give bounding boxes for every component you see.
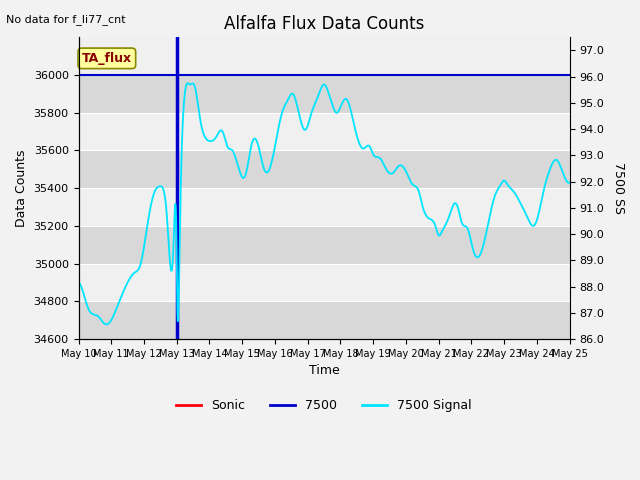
Text: TA_flux: TA_flux bbox=[82, 52, 132, 65]
Text: No data for f_li77_cnt: No data for f_li77_cnt bbox=[6, 14, 126, 25]
Y-axis label: Data Counts: Data Counts bbox=[15, 149, 28, 227]
Bar bbox=[79, 301, 570, 339]
Bar bbox=[79, 150, 570, 188]
X-axis label: Time: Time bbox=[308, 364, 339, 377]
Title: Alfalfa Flux Data Counts: Alfalfa Flux Data Counts bbox=[224, 15, 424, 33]
Bar bbox=[79, 75, 570, 113]
Bar bbox=[79, 226, 570, 264]
Legend: Sonic, 7500, 7500 Signal: Sonic, 7500, 7500 Signal bbox=[172, 394, 477, 417]
Y-axis label: 7500 SS: 7500 SS bbox=[612, 162, 625, 214]
